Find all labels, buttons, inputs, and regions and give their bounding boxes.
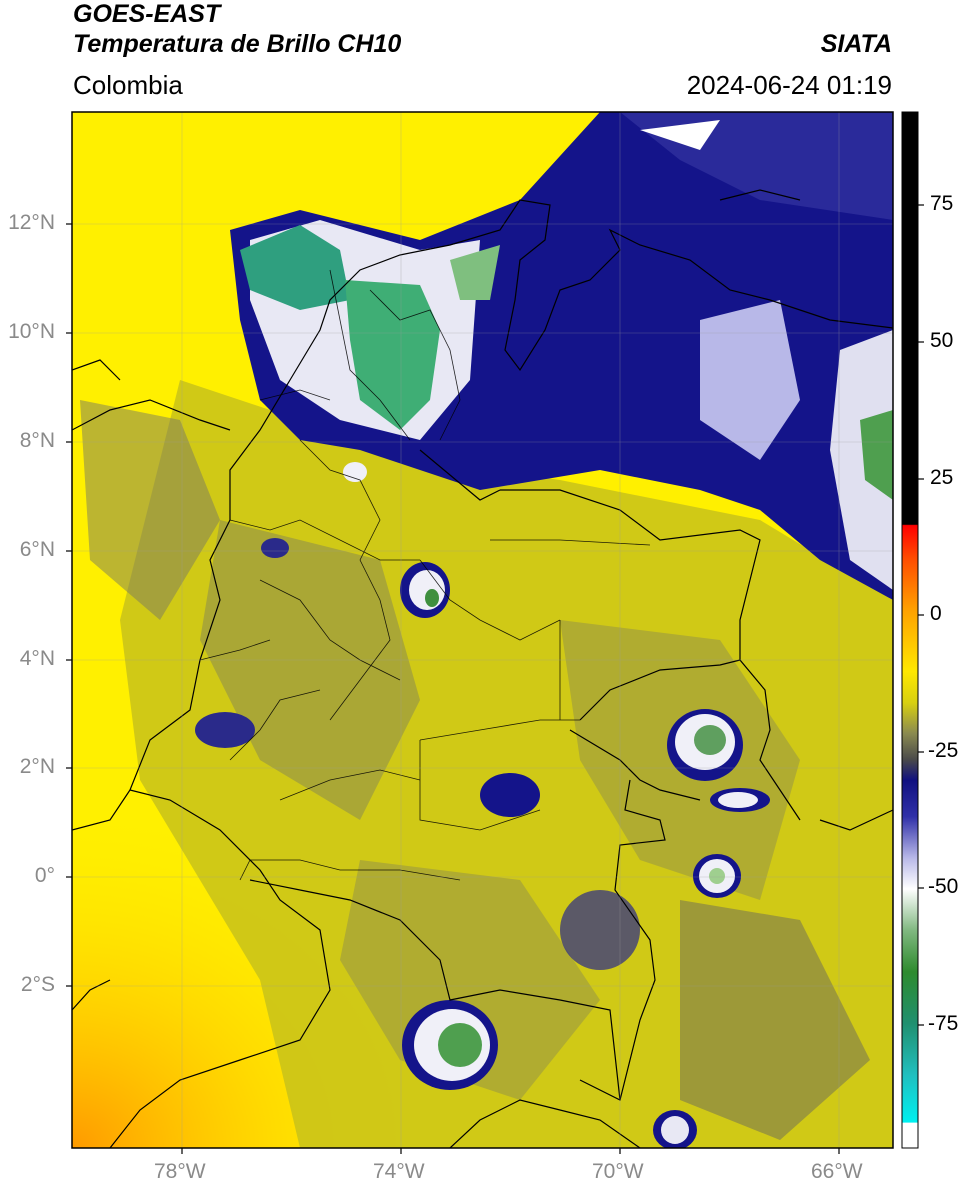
datetime-label: 2024-06-24 01:19 (686, 70, 892, 100)
lat-tick-4n: 4°N (19, 647, 55, 670)
region-label: Colombia (73, 70, 183, 100)
colorbar-label-0: 0 (930, 602, 942, 625)
colorbar-label-neg50: -50 (928, 875, 959, 898)
satellite-image (72, 112, 893, 1148)
lat-tick-2s: 2°S (20, 973, 55, 996)
lat-tick-8n: 8°N (19, 429, 55, 452)
colorbar-label-25: 25 (930, 466, 954, 489)
colorbar-label-neg75: -75 (928, 1012, 959, 1035)
lon-tick-74w: 74°W (373, 1160, 425, 1183)
lon-tick-70w: 70°W (592, 1160, 644, 1183)
lon-tick-78w: 78°W (154, 1160, 206, 1183)
lat-tick-10n: 10°N (8, 320, 55, 343)
lat-tick-12n: 12°N (8, 211, 55, 234)
colorbar-label-50: 50 (930, 329, 954, 352)
map-frame (71, 111, 894, 1149)
source-label: SIATA (820, 30, 892, 58)
satellite-title: GOES-EAST (73, 0, 221, 28)
colorbar-label-75: 75 (930, 192, 954, 215)
lat-tick-6n: 6°N (19, 538, 55, 561)
lat-tick-0: 0° (34, 864, 55, 887)
lat-tick-2n: 2°N (19, 755, 55, 778)
lon-tick-66w: 66°W (811, 1160, 863, 1183)
colorbar-ticks (918, 204, 924, 1026)
axis-ticks (66, 223, 840, 1154)
colorbar-label-neg25: -25 (928, 739, 959, 762)
colorbar (901, 111, 919, 1149)
product-title: Temperatura de Brillo CH10 (73, 30, 402, 58)
